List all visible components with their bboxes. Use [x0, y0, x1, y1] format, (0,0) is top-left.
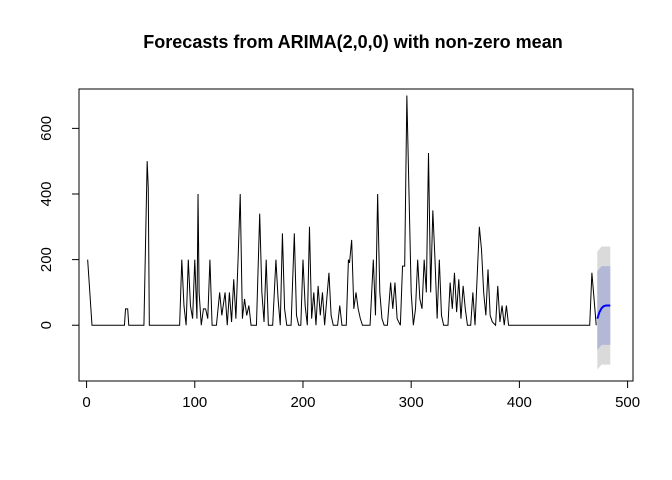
- x-tick-label: 400: [507, 394, 532, 411]
- x-tick-label: 300: [399, 394, 424, 411]
- chart-title: Forecasts from ARIMA(2,0,0) with non-zer…: [143, 32, 562, 52]
- forecast-mean-line: [596, 304, 611, 319]
- plot-frame: [78, 88, 634, 382]
- y-tick-label: 600: [38, 116, 55, 141]
- history-line: [87, 95, 597, 327]
- interval-80-band: [597, 266, 611, 350]
- y-tick-label: 0: [38, 321, 55, 329]
- prediction-interval-bands: [597, 246, 611, 370]
- x-axis: 0 100 200 300 400 500: [82, 380, 640, 411]
- x-tick-label: 100: [182, 394, 207, 411]
- x-tick-label: 200: [290, 394, 315, 411]
- series-lines: [87, 95, 611, 327]
- x-tick-label: 0: [82, 394, 90, 411]
- y-tick-label: 200: [38, 247, 55, 272]
- x-tick-label: 500: [615, 394, 640, 411]
- y-tick-label: 400: [38, 181, 55, 206]
- y-axis: 0 200 400 600: [38, 116, 80, 329]
